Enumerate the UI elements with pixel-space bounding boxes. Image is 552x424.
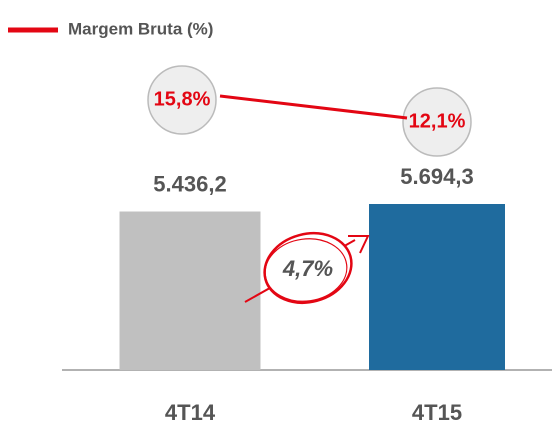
label-bubble	[402, 87, 472, 157]
bar-value-label: 5.436,2	[153, 171, 226, 196]
line-value-label: 12,1%	[409, 110, 466, 132]
x-tick-label: 4T14	[165, 400, 216, 424]
legend-label: Margem Bruta (%)	[68, 19, 213, 38]
x-tick-label: 4T15	[412, 400, 462, 424]
annotation: 4,7%	[244, 231, 370, 305]
bar	[119, 211, 261, 370]
bar	[369, 204, 505, 370]
label-bubble	[147, 65, 217, 135]
arrow-head	[348, 235, 370, 254]
annotation-text: 4,7%	[282, 256, 333, 281]
line-value-label: 15,8%	[154, 88, 211, 110]
annotation-circle	[264, 238, 348, 302]
margin-line	[219, 94, 408, 120]
bar-value-label: 5.694,3	[400, 164, 473, 189]
annotation-circle	[263, 231, 353, 305]
